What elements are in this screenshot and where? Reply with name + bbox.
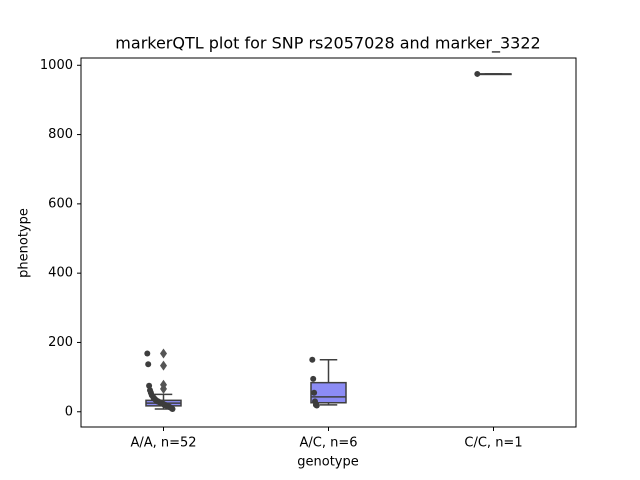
strip-point bbox=[313, 402, 320, 409]
chart-title: markerQTL plot for SNP rs2057028 and mar… bbox=[115, 34, 540, 54]
x-tick-label: C/C, n=1 bbox=[464, 436, 522, 451]
box bbox=[310, 381, 347, 404]
y-axis-label: phenotype bbox=[17, 208, 32, 278]
strip-point bbox=[146, 382, 153, 389]
strip-point bbox=[145, 361, 152, 368]
outlier bbox=[160, 383, 167, 394]
strip-point bbox=[309, 356, 316, 363]
outlier bbox=[160, 348, 167, 359]
y-tick-label: 800 bbox=[48, 127, 73, 142]
strip-point bbox=[474, 70, 481, 77]
strip-point bbox=[169, 405, 176, 412]
strip-point bbox=[144, 350, 151, 357]
y-tick-label: 200 bbox=[48, 335, 73, 350]
outlier bbox=[160, 360, 167, 371]
y-tick-label: 0 bbox=[65, 404, 73, 419]
x-tick-label: A/A, n=52 bbox=[130, 436, 196, 451]
y-tick-label: 600 bbox=[48, 196, 73, 211]
y-tick-label: 1000 bbox=[40, 58, 73, 73]
strip-point bbox=[311, 389, 318, 396]
y-tick-label: 400 bbox=[48, 266, 73, 281]
x-axis-label: genotype bbox=[297, 455, 358, 470]
strip-point bbox=[310, 375, 317, 382]
x-tick-label: A/C, n=6 bbox=[299, 436, 357, 451]
